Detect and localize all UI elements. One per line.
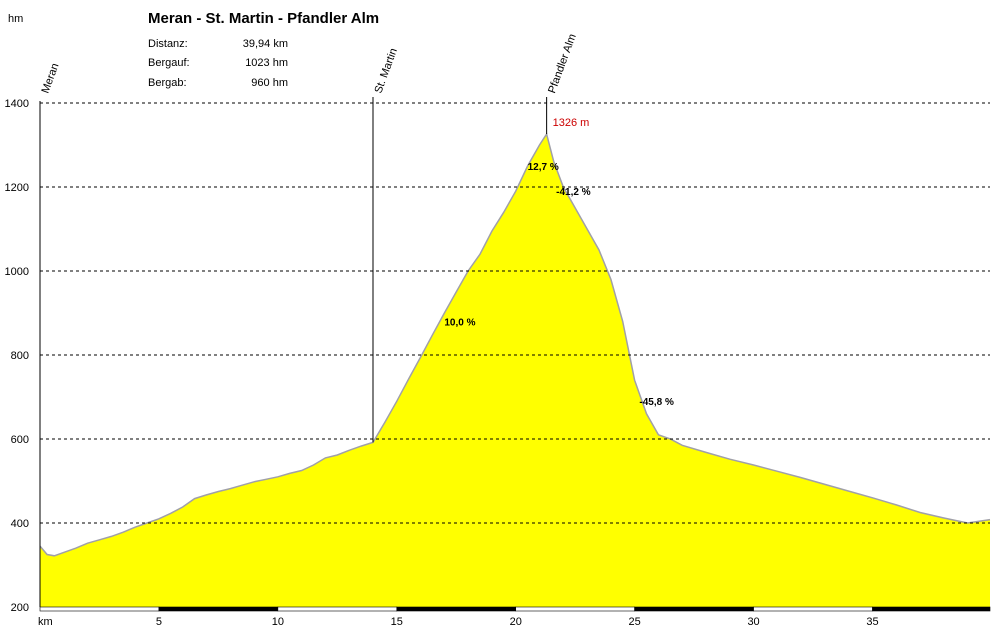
gradient-label: -45,8 % (639, 397, 674, 408)
plot-area: 200 400 600 800 1000 1200 1400 5 10 15 20 25 30 35 Mer… (5, 32, 991, 628)
stat-ascent-value: 1023 hm (245, 57, 288, 69)
y-tick-label-800: 800 (11, 350, 29, 362)
km-bar-segment (39, 606, 160, 612)
km-bar-segment (158, 606, 279, 612)
stat-descent-label: Bergab: (148, 77, 187, 89)
x-tick-label-25: 25 (629, 616, 641, 628)
km-bar-segment (396, 606, 517, 612)
x-tick-label-10: 10 (272, 616, 284, 628)
elevation-line (39, 132, 991, 557)
waypoint-label-1: St. Martin (373, 47, 400, 95)
y-axis-unit: hm (8, 13, 23, 25)
stat-distance-label: Distanz: (148, 38, 188, 50)
y-tick-label-200: 200 (11, 602, 29, 614)
km-bar-segment (515, 606, 635, 612)
km-bar-segment (872, 606, 991, 612)
stat-distance-value: 39,94 km (243, 38, 288, 50)
waypoint-label-0: Meran (40, 62, 62, 95)
chart-title: Meran - St. Martin - Pfandler Alm (148, 10, 379, 27)
x-tick-label-5: 5 (156, 616, 162, 628)
x-tick-label-35: 35 (866, 616, 878, 628)
x-tick-label-15: 15 (391, 616, 403, 628)
y-tick-label-600: 600 (11, 434, 29, 446)
peak-elevation-label: 1326 m (553, 117, 590, 129)
x-tick-label-20: 20 (510, 616, 522, 628)
y-tick-label-400: 400 (11, 518, 29, 530)
stat-descent-value: 960 hm (251, 77, 288, 89)
gradient-label: 12,7 % (528, 162, 559, 173)
x-tick-label-30: 30 (747, 616, 759, 628)
elevation-area (40, 134, 990, 607)
km-bar-segment (277, 606, 398, 612)
waypoint-label-2: Pfandler Alm (546, 32, 579, 95)
km-bar-segment (753, 606, 873, 612)
y-tick-label-1200: 1200 (5, 182, 29, 194)
y-tick-label-1000: 1000 (5, 266, 29, 278)
km-bar-segment (634, 606, 754, 612)
gradient-label: 10,0 % (444, 317, 475, 328)
x-axis-unit: km (38, 616, 53, 628)
y-tick-label-1400: 1400 (5, 98, 29, 110)
gradient-label: -41,2 % (556, 187, 591, 198)
stat-ascent-label: Bergauf: (148, 57, 190, 69)
